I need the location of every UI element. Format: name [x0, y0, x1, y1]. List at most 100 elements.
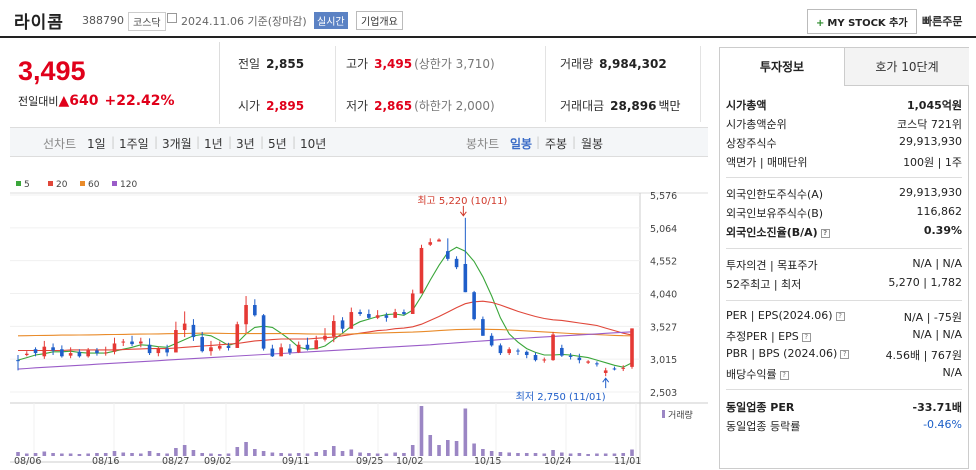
volume-bar: [270, 452, 275, 456]
volume-bar: [314, 452, 319, 456]
info-value: N/A | N/A: [912, 257, 962, 270]
help-icon[interactable]: ?: [820, 229, 830, 238]
info-row: 동일업종 등락률 -0.46%: [726, 418, 962, 436]
candle: [533, 355, 538, 361]
candle: [314, 340, 319, 350]
volume-bar: [95, 453, 99, 456]
volume-bar: [551, 450, 555, 456]
tab-1y[interactable]: 1년: [204, 137, 223, 151]
candle: [121, 341, 126, 343]
volume-bar: [33, 453, 38, 456]
candle: [472, 292, 476, 320]
info-key: PER | EPS(2024.06)?: [726, 309, 845, 322]
volume-bar: [489, 451, 494, 456]
candle: [42, 346, 47, 357]
volume-bar: [323, 450, 327, 456]
info-row: 배당수익률? N/A: [726, 366, 962, 384]
tab-1w[interactable]: 1주일: [119, 137, 149, 151]
y-tick-label: 5,064: [650, 224, 677, 235]
volume-bar: [603, 453, 608, 456]
quick-order-button[interactable]: 빠른주문: [922, 15, 963, 28]
tab-10y[interactable]: 10년: [300, 137, 327, 151]
tab-5y[interactable]: 5년: [268, 137, 287, 151]
change-value: 640: [69, 93, 99, 109]
tab-investment-info[interactable]: 투자정보: [720, 48, 845, 86]
volume-bar: [533, 453, 538, 456]
line-chart-label[interactable]: 선차트: [43, 137, 77, 151]
legend-label: 120: [120, 180, 137, 190]
candle: [375, 315, 380, 318]
trade-amount: 거래대금 28,896 백만: [560, 99, 681, 113]
candle: [524, 351, 529, 356]
company-overview-button[interactable]: 기업개요: [356, 11, 403, 30]
info-value: N/A | -75원: [903, 311, 962, 324]
stock-name: 라이콤: [14, 13, 64, 33]
up-arrow-icon: ▲: [58, 93, 70, 109]
candle: [16, 360, 20, 362]
stock-chart[interactable]: 5 20 60 120 5,576 5,064 4,552 4,040 3,527 3,015 2,…: [10, 172, 708, 470]
realtime-button[interactable]: 실시간: [314, 12, 348, 29]
volume-bar: [209, 453, 213, 456]
investment-info-panel: 투자정보 호가 10단계 시가총액 1,045억원 시가총액순위 코스닥 721위 상장…: [719, 47, 969, 469]
volume-bar: [200, 453, 204, 456]
candle: [463, 263, 468, 293]
tab-1d[interactable]: 1일: [87, 137, 106, 151]
change-label: 전일대비: [18, 95, 59, 108]
volume-bar: [393, 452, 397, 456]
volume-bar: [472, 443, 476, 456]
candle: [244, 305, 248, 325]
candle: [226, 346, 231, 348]
help-icon[interactable]: ?: [779, 371, 789, 380]
candle: [288, 348, 292, 353]
volume-bar: [367, 453, 371, 456]
tab-monthly[interactable]: 월봉: [581, 137, 604, 151]
volume-bar: [630, 449, 634, 456]
y-tick-label: 4,040: [650, 290, 677, 301]
info-value: 116,862: [916, 205, 963, 218]
x-tick-label: 08/16: [92, 456, 119, 467]
volume-bar: [51, 453, 55, 456]
info-row: PBR | BPS (2024.06)? 4.56배 | 767원: [726, 347, 962, 365]
tab-weekly[interactable]: 주봉: [545, 137, 568, 151]
help-icon[interactable]: ?: [840, 350, 850, 359]
help-icon[interactable]: ?: [801, 333, 811, 342]
tab-3y[interactable]: 3년: [236, 137, 255, 151]
help-icon[interactable]: ?: [835, 312, 845, 321]
volume-bar: [86, 453, 90, 456]
prev-close: 전일 2,855: [238, 57, 305, 71]
volume-bar: [112, 451, 117, 456]
info-value: -0.46%: [923, 418, 962, 431]
x-tick-label: 09/25: [356, 456, 383, 467]
candle: [560, 347, 564, 356]
candle: [340, 320, 345, 329]
candle: [60, 349, 64, 357]
candle: [305, 344, 310, 350]
up-arrow-icon: [602, 377, 610, 389]
candle-chart-label[interactable]: 봉차트: [466, 137, 500, 151]
tab-3m[interactable]: 3개월: [162, 137, 192, 151]
candle: [568, 355, 573, 357]
volume: 거래량 8,984,302: [560, 57, 667, 71]
y-tick-label: 3,527: [650, 322, 677, 333]
divider: [726, 300, 962, 301]
tab-daily[interactable]: 일봉: [510, 137, 533, 151]
volume-bar: [24, 453, 29, 456]
info-row: 52주최고 | 최저 5,270 | 1,782: [726, 276, 962, 294]
volume-bar: [182, 445, 187, 456]
candle: [481, 319, 485, 336]
mystock-add-button[interactable]: + MY STOCK 추가: [807, 9, 917, 34]
y-tick-label: 5,576: [650, 191, 677, 202]
info-key: 추정PER | EPS?: [726, 328, 811, 344]
volume-bar: [375, 453, 380, 456]
volume-bar: [402, 453, 406, 456]
x-tick-label: 10/15: [474, 456, 501, 467]
info-key: 외국인한도주식수(A): [726, 188, 824, 201]
candle: [279, 347, 283, 357]
candle: [147, 344, 152, 354]
candle: [77, 351, 82, 357]
volume-bar: [498, 452, 503, 456]
candle: [217, 346, 222, 349]
tab-orderbook[interactable]: 호가 10단계: [845, 48, 969, 86]
info-row: 추정PER | EPS? N/A | N/A: [726, 328, 962, 346]
mystock-label: MY STOCK 추가: [827, 18, 908, 29]
